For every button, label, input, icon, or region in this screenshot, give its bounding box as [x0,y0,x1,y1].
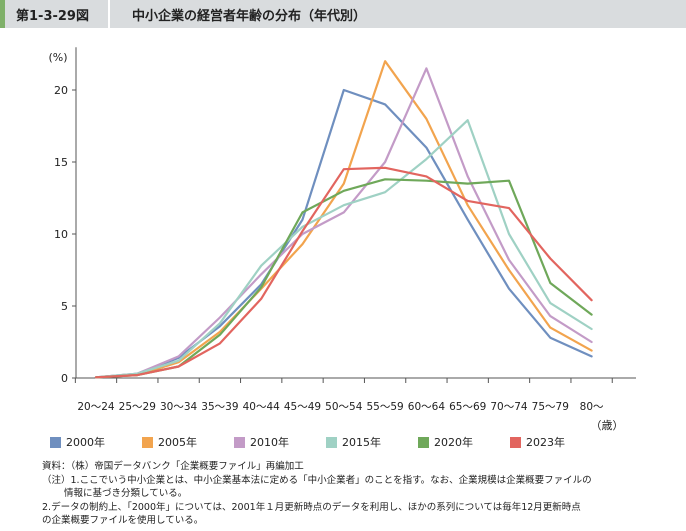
note-line: 情報に基づき分類している。 [64,488,188,499]
x-tick-label: 25〜29 [119,401,156,413]
x-tick-label: 35〜39 [201,401,238,413]
legend-swatch [326,436,337,448]
x-tick-label: 70〜74 [490,401,528,413]
legend-label: 2000年 [66,436,105,449]
figure-number: 第1-3-29図 [16,9,89,24]
x-tick-label: 55〜59 [366,401,403,413]
legend-swatch [510,436,521,448]
legend-item: 2023年 [510,434,565,450]
figure-header: 第1-3-29図 中小企業の経営者年齢の分布（年代別） [0,0,686,28]
x-tick-label: 65〜69 [449,401,486,413]
y-axis: 0 5 10 15 20 [54,47,77,385]
x-tick-label: 75〜79 [532,401,569,413]
legend-item: 2005年 [142,434,197,450]
legend-label: 2005年 [158,436,197,449]
x-tick-label: 60〜64 [408,401,446,413]
legend-item: 2020年 [418,434,473,450]
legend-swatch [50,436,61,448]
x-axis-unit-label: （歳） [591,419,624,432]
header-accent-bar [0,0,5,28]
x-tick-label: 50〜54 [325,401,363,413]
legend-label: 2023年 [526,436,565,449]
series-lines [94,60,593,379]
header-separator [108,0,110,28]
source-line: 資料：（株）帝国データバンク「企業概要ファイル」再編加工 [42,461,304,472]
x-axis: 20〜24 25〜29 30〜34 35〜39 40〜44 45〜49 50〜54 55〜59… [74,377,636,413]
x-tick-label: 45〜49 [284,401,321,413]
legend-label: 2015年 [342,436,381,449]
legend-label: 2010年 [250,436,289,449]
series-line-2000年 [94,88,593,379]
series-line-2020年 [94,178,593,379]
y-axis-unit-label: (%) [48,51,67,64]
y-tick-label: 10 [54,228,68,241]
series-line-2023年 [94,166,593,379]
x-tick-label: 80〜 [580,401,604,413]
line-chart: (%) 0 5 10 15 20 20〜24 25〜29 30〜34 35〜39 40〜44 45… [48,47,636,432]
legend-item: 2010年 [234,434,289,450]
note-line: （注）1.ここでいう中小企業とは、中小企業基本法に定める「中小企業者」のことを指… [42,474,592,486]
legend-item: 2000年 [50,434,105,450]
y-tick-label: 20 [54,84,68,97]
source-notes: 資料：（株）帝国データバンク「企業概要ファイル」再編加工 （注）1.ここでいう中… [42,460,682,528]
figure-title: 中小企業の経営者年齢の分布（年代別） [132,9,367,24]
x-tick-label: 40〜44 [243,401,281,413]
y-tick-label: 0 [61,372,68,385]
legend-swatch [418,436,429,448]
note-line: 2.データの制約上、「2000年」については、2001年１月更新時点のデータを利… [42,501,581,513]
legend-swatch [142,436,153,448]
legend-swatch [234,436,245,448]
series-line-2015年 [94,119,593,379]
series-line-2010年 [94,67,593,379]
series-line-2005年 [94,60,593,379]
x-tick-label: 30〜34 [160,401,198,413]
y-tick-label: 5 [61,300,68,313]
legend-item: 2015年 [326,434,381,450]
chart-legend: 2000年 2005年 2010年 2015年 2020年 2023年 [50,434,670,450]
y-tick-label: 15 [54,156,68,169]
x-tick-label: 20〜24 [77,401,115,413]
legend-label: 2020年 [434,436,473,449]
note-line: の企業概要ファイルを使用している。 [42,515,204,526]
